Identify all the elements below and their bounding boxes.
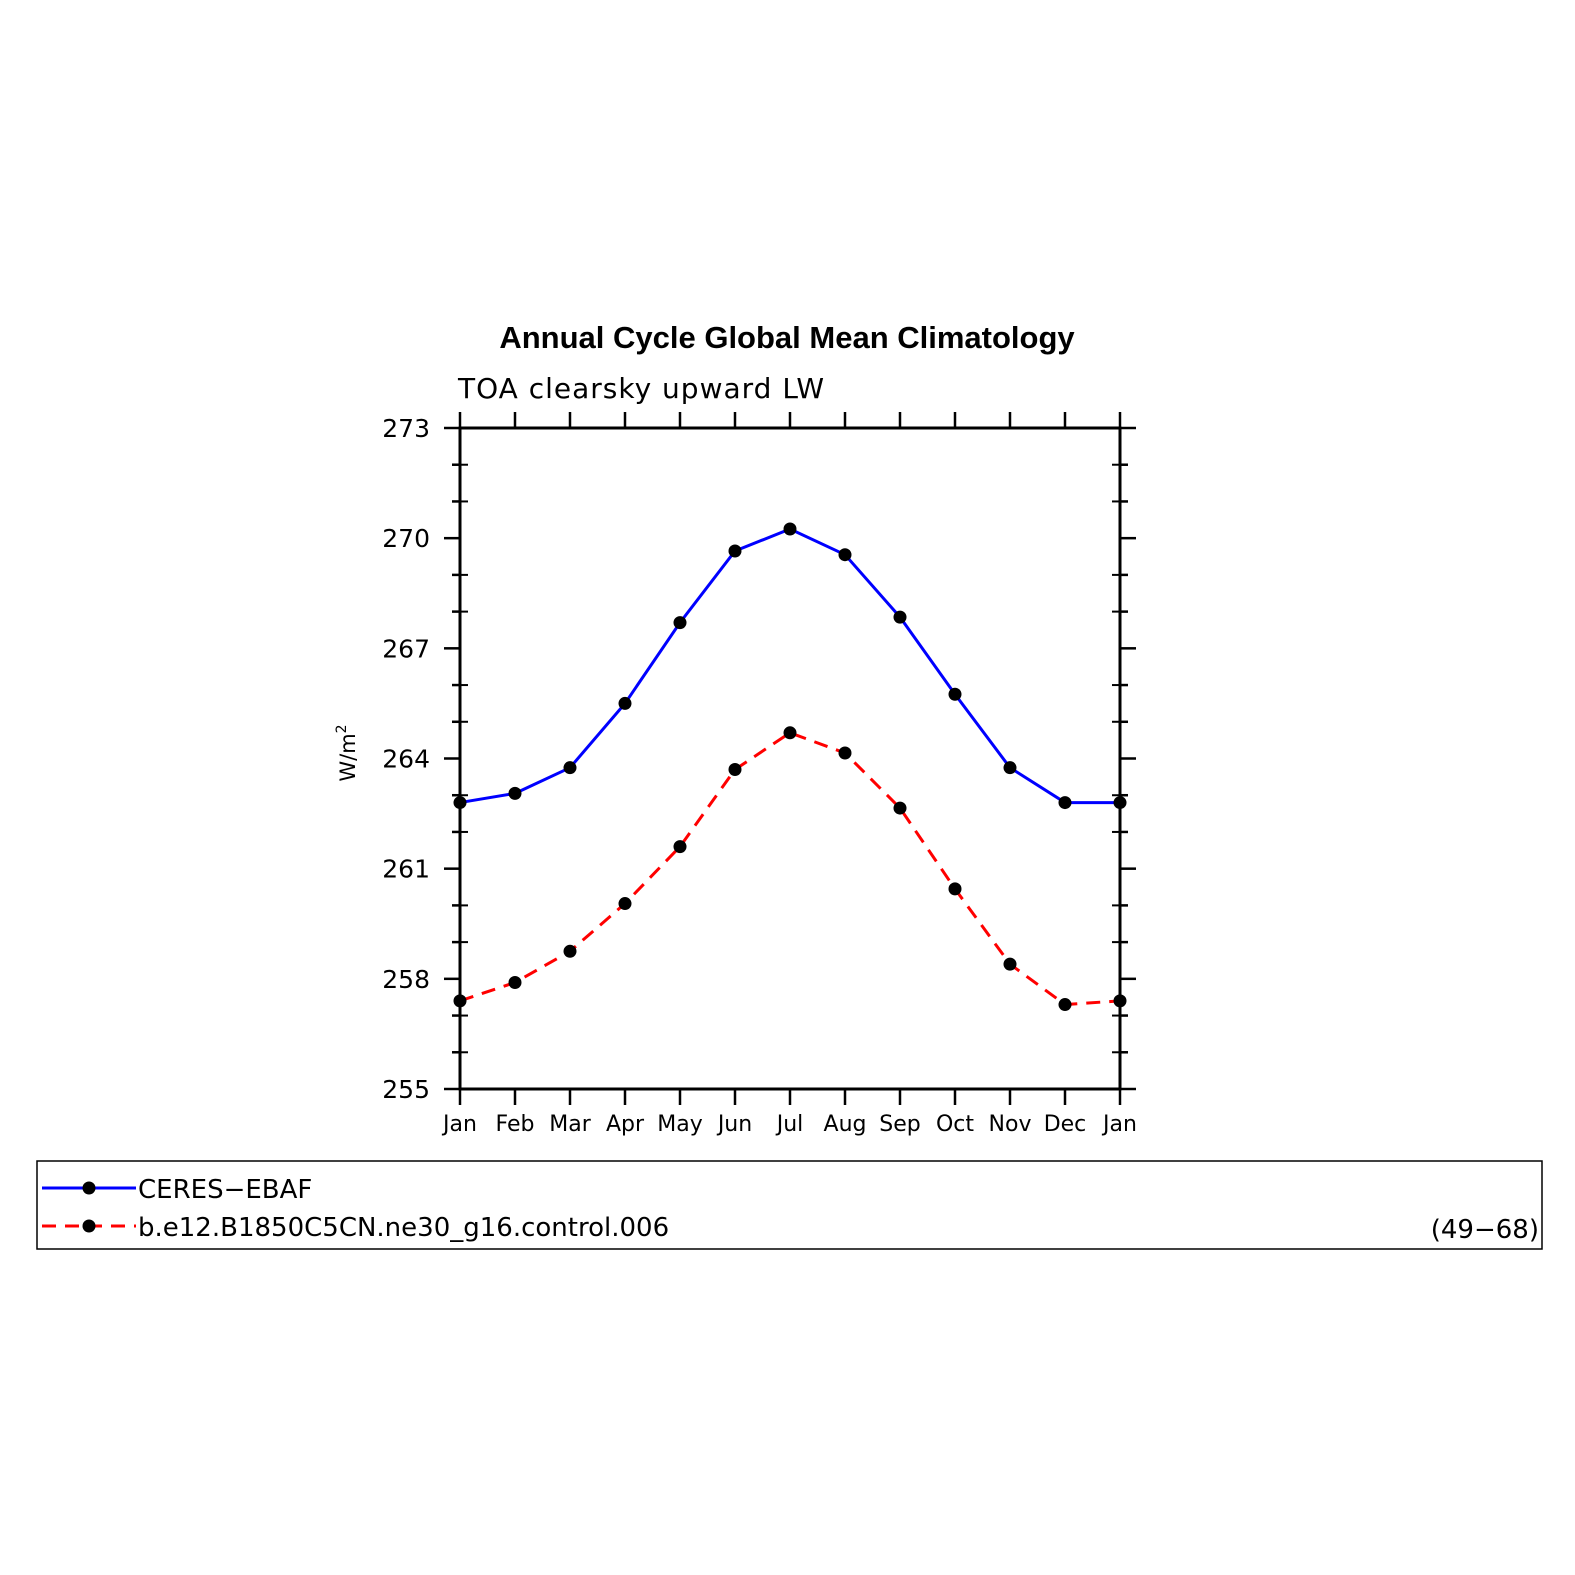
series-2-point (948, 882, 962, 896)
y-axis-label-text: W/m (336, 733, 360, 781)
x-axis: Jan Feb Mar Apr May Jun Jul Aug Sep Oct Nov Dec Jan (441, 412, 1137, 1137)
y-tick-label: 258 (382, 965, 430, 994)
y-tick-label: 267 (382, 634, 430, 663)
series-2-point (453, 994, 467, 1008)
series-1-point (893, 610, 907, 624)
series-2-point (893, 801, 907, 815)
y-tick-label: 255 (382, 1075, 430, 1104)
series-2-point (618, 897, 632, 911)
series-2-point (563, 944, 577, 958)
x-tick-label: Apr (606, 1112, 645, 1137)
legend-label-2: b.e12.B1850C5CN.ne30_g16.control.006 (138, 1213, 669, 1243)
legend-entries: CERES−EBAF b.e12.B1850C5CN.ne30_g16.contr… (42, 1175, 669, 1243)
y-axis: 255 258 261 264 267 270 273 (382, 414, 1136, 1104)
series-layer (453, 522, 1127, 1012)
x-tick-label: Jul (775, 1112, 804, 1137)
series-2-point (673, 840, 687, 854)
series-2-point (1058, 998, 1072, 1012)
series-1-point (728, 544, 742, 558)
series-2-point (1003, 957, 1017, 971)
series-2-point (728, 763, 742, 777)
series-1-point (618, 696, 632, 710)
series-line-1 (459, 527, 1120, 805)
y-tick-label: 273 (382, 414, 430, 443)
x-tick-label: Jun (716, 1112, 752, 1137)
x-tick-label: Jan (441, 1112, 477, 1137)
x-tick-label: Mar (549, 1112, 591, 1137)
series-1-point (563, 761, 577, 775)
legend-note: (49−68) (1431, 1215, 1539, 1245)
x-tick-label: Nov (989, 1112, 1032, 1137)
chart-subtitle: TOA clearsky upward LW (457, 372, 825, 405)
series-2-point (1113, 994, 1127, 1008)
x-tick-label: Dec (1044, 1112, 1087, 1137)
legend-marker-2 (82, 1219, 96, 1233)
x-tick-label: Sep (879, 1112, 920, 1137)
series-2-point (838, 746, 852, 760)
legend-marker-1 (82, 1181, 96, 1195)
legend: CERES−EBAF b.e12.B1850C5CN.ne30_g16.contr… (36, 1160, 1543, 1250)
series-1-point (673, 616, 687, 630)
y-tick-label: 261 (382, 855, 430, 884)
series-1-point (948, 687, 962, 701)
x-tick-label: Jan (1101, 1112, 1137, 1137)
legend-label-1: CERES−EBAF (138, 1175, 312, 1205)
y-tick-label: 270 (382, 524, 430, 553)
x-tick-label: Aug (824, 1112, 867, 1137)
series-1-point (783, 522, 797, 536)
x-tick-label: May (657, 1112, 702, 1137)
series-1-point (1003, 761, 1017, 775)
y-axis-label: W/m2 (334, 724, 360, 781)
series-1-point (508, 786, 522, 800)
series-1-point (838, 548, 852, 562)
series-2-point (783, 726, 797, 740)
series-2-point (508, 976, 522, 990)
legend-box (36, 1160, 1543, 1250)
y-axis-label-superscript: 2 (334, 724, 350, 733)
y-tick-label: 264 (382, 745, 430, 774)
series-1-point (1058, 796, 1072, 810)
series-1-point (1113, 796, 1127, 810)
chart-title: Annual Cycle Global Mean Climatology (499, 320, 1075, 355)
x-tick-label: Feb (496, 1112, 535, 1137)
x-tick-label: Oct (936, 1112, 974, 1137)
series-1-point (453, 796, 467, 810)
